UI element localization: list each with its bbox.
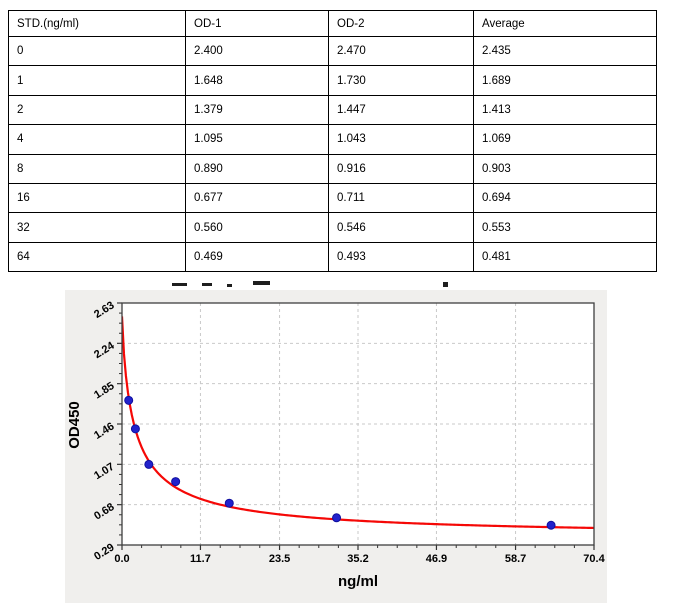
y-tick-label: 1.85	[92, 380, 117, 402]
table-cell: 2	[8, 94, 186, 126]
clipped-text-fragment	[202, 283, 212, 286]
table-cell: 16	[8, 182, 186, 214]
table-cell: 0.916	[328, 153, 474, 184]
table-cell: 0.711	[328, 182, 474, 214]
table-cell: 1.648	[185, 65, 329, 96]
table-cell: 1.730	[328, 65, 474, 96]
y-tick-label: 2.63	[92, 299, 117, 321]
table-cell: 0.890	[185, 153, 329, 184]
table-cell: 0.560	[185, 212, 329, 243]
x-tick-label: 35.2	[347, 553, 368, 565]
table-cell: 0	[8, 35, 186, 67]
data-point	[171, 477, 181, 487]
table-cell: 64	[8, 241, 186, 273]
table-cell: 0.493	[328, 241, 474, 273]
x-tick-label: 58.7	[505, 553, 526, 565]
table-cell: 8	[8, 153, 186, 184]
data-point	[332, 513, 342, 523]
standards-table: STD.(ng/ml) OD-1 OD-2 Average 0 2.400 2.470 2.…	[8, 10, 657, 273]
x-tick-label: 46.9	[426, 553, 447, 565]
column-header: OD-2	[328, 10, 474, 37]
standard-curve-line	[122, 316, 594, 530]
standard-curve-chart: 0.0 11.7 23.5 35.2 46.9 58.7 70.4 0.29 0.68 1.07…	[65, 290, 607, 603]
column-header: STD.(ng/ml)	[8, 10, 186, 37]
table-row: 8 0.890 0.916 0.903	[8, 153, 657, 184]
x-tick-label: 70.4	[583, 553, 605, 565]
table-cell: 2.435	[473, 35, 657, 67]
data-point	[130, 424, 140, 434]
table-cell: 4	[8, 124, 186, 155]
data-point	[124, 395, 134, 405]
x-tick-label: 0.0	[114, 553, 129, 565]
table-row: 1 1.648 1.730 1.689	[8, 65, 657, 96]
y-tick-label: 0.68	[92, 501, 117, 523]
chart-canvas: 0.0 11.7 23.5 35.2 46.9 58.7 70.4 0.29 0.68 1.07…	[66, 299, 606, 590]
table-row: 64 0.469 0.493 0.481	[8, 241, 657, 273]
table-header-row: STD.(ng/ml) OD-1 OD-2 Average	[8, 10, 657, 37]
data-point	[144, 459, 154, 469]
table-cell: 0.469	[185, 241, 329, 273]
table-row: 2 1.379 1.447 1.413	[8, 94, 657, 126]
clipped-text-fragment	[253, 281, 270, 285]
table-cell: 1.069	[473, 124, 657, 155]
table-cell: 0.481	[473, 241, 657, 273]
data-point	[224, 498, 234, 508]
y-tick-label: 2.24	[92, 339, 117, 361]
y-axis-title: OD450	[66, 401, 83, 449]
table-row: 0 2.400 2.470 2.435	[8, 35, 657, 67]
table-cell: 2.470	[328, 35, 474, 67]
table-cell: 1	[8, 65, 186, 96]
y-tick-label: 1.07	[92, 461, 117, 483]
table-cell: 32	[8, 212, 186, 243]
table-cell: 2.400	[185, 35, 329, 67]
plot-border	[121, 302, 595, 546]
table-cell: 1.413	[473, 94, 657, 126]
table-row: 32 0.560 0.546 0.553	[8, 212, 657, 243]
table-cell: 0.903	[473, 153, 657, 184]
column-header: OD-1	[185, 10, 329, 37]
table-cell: 1.043	[328, 124, 474, 155]
y-tick-label: 1.46	[92, 420, 117, 442]
x-axis-title: ng/ml	[338, 573, 378, 590]
table-cell: 0.553	[473, 212, 657, 243]
table-cell: 0.546	[328, 212, 474, 243]
table-cell: 1.379	[185, 94, 329, 126]
table-cell: 0.694	[473, 182, 657, 214]
x-tick-label: 11.7	[190, 553, 211, 565]
table-cell: 1.095	[185, 124, 329, 155]
x-tick-label: 23.5	[269, 553, 290, 565]
clipped-text-fragment	[443, 282, 448, 287]
table-row: 16 0.677 0.711 0.694	[8, 182, 657, 214]
y-tick-label: 0.29	[92, 541, 117, 563]
table-cell: 0.677	[185, 182, 329, 214]
clipped-text-fragment	[227, 284, 232, 287]
table-row: 4 1.095 1.043 1.069	[8, 124, 657, 155]
data-point	[546, 520, 556, 530]
table-cell: 1.447	[328, 94, 474, 126]
clipped-text-fragment	[172, 283, 187, 286]
column-header: Average	[473, 10, 657, 37]
table-cell: 1.689	[473, 65, 657, 96]
